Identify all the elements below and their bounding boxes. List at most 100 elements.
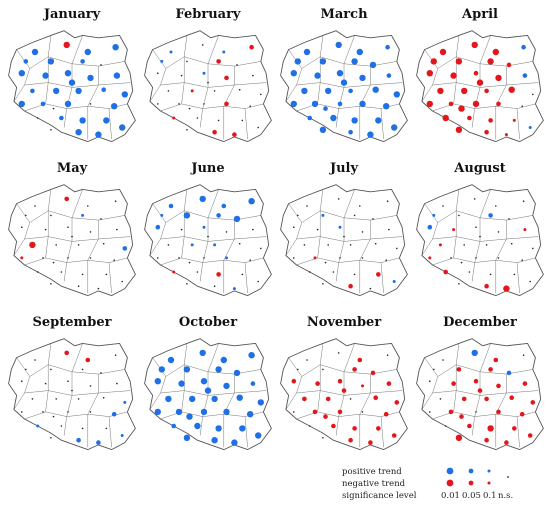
- station-marker-positive: [215, 425, 222, 432]
- station-marker-negative: [484, 129, 489, 135]
- station-marker-positive: [53, 87, 60, 95]
- region-border: [296, 236, 403, 242]
- station-marker-negative: [348, 283, 353, 289]
- station-marker-positive: [294, 58, 301, 65]
- station-marker-ns: [50, 129, 52, 131]
- station-marker-negative: [63, 41, 70, 49]
- station-marker-ns: [50, 437, 52, 439]
- station-marker-ns: [196, 271, 199, 273]
- station-marker-positive: [307, 115, 313, 121]
- station-marker-ns: [81, 273, 84, 276]
- region-border: [343, 215, 397, 221]
- region-border: [108, 262, 112, 294]
- station-marker-positive: [216, 213, 221, 218]
- station-marker-ns: [257, 280, 260, 283]
- station-marker-ns: [485, 244, 488, 246]
- region-border: [516, 262, 520, 294]
- country-outline: [416, 184, 544, 297]
- region-border: [71, 61, 125, 67]
- station-marker-ns: [241, 273, 244, 276]
- station-marker-ns: [386, 200, 389, 202]
- region-border: [320, 343, 355, 373]
- station-marker-ns: [475, 226, 477, 228]
- station-marker-ns: [52, 261, 55, 264]
- station-marker-negative: [527, 433, 533, 438]
- station-marker-positive: [189, 395, 196, 403]
- station-marker-negative: [64, 350, 69, 356]
- station-marker-ns: [522, 200, 525, 202]
- station-marker-negative: [426, 70, 433, 77]
- station-marker-positive: [338, 225, 342, 229]
- station-marker-ns: [460, 261, 463, 264]
- map-panel-november: November: [280, 315, 408, 451]
- map-panel-september: September: [8, 315, 136, 451]
- station-marker-positive: [351, 117, 358, 124]
- station-marker-positive: [359, 74, 366, 82]
- station-marker-positive: [522, 73, 528, 78]
- station-marker-ns: [324, 261, 327, 264]
- region-border: [359, 238, 371, 261]
- legend-positive-005-dot: [468, 468, 474, 474]
- station-marker-positive: [528, 126, 532, 129]
- station-marker-positive: [215, 366, 222, 373]
- station-marker-positive: [81, 213, 85, 217]
- station-marker-positive: [95, 131, 102, 138]
- station-marker-ns: [105, 273, 108, 276]
- station-marker-ns: [252, 228, 254, 231]
- station-marker-ns: [25, 368, 27, 371]
- station-marker-negative: [461, 87, 468, 95]
- station-marker-ns: [439, 398, 442, 400]
- station-marker-negative: [383, 411, 389, 417]
- station-marker-negative: [224, 75, 229, 81]
- region-border: [285, 49, 303, 102]
- station-marker-positive: [75, 129, 82, 136]
- station-marker-negative: [428, 256, 432, 260]
- station-marker-positive: [336, 70, 344, 77]
- station-marker-ns: [450, 257, 452, 259]
- region-border: [421, 203, 439, 256]
- station-marker-ns: [67, 226, 69, 228]
- country-outline: [8, 338, 136, 451]
- station-marker-negative: [224, 101, 229, 107]
- map-panel-march: March: [280, 7, 408, 143]
- legend: positive trend negative trend significan…: [342, 467, 513, 501]
- station-marker-ns: [497, 257, 500, 259]
- station-marker-negative: [29, 241, 36, 249]
- station-marker-positive: [225, 256, 228, 260]
- region-border: [285, 357, 303, 410]
- station-marker-ns: [71, 389, 73, 392]
- station-marker-negative: [373, 395, 379, 401]
- station-marker-negative: [448, 101, 454, 107]
- station-marker-negative: [512, 426, 517, 431]
- station-marker-negative: [455, 126, 463, 133]
- station-marker-positive: [319, 126, 327, 133]
- region-border: [45, 82, 49, 104]
- station-marker-ns: [100, 372, 102, 374]
- station-marker-positive: [101, 87, 106, 92]
- station-marker-positive: [488, 213, 493, 218]
- station-marker-ns: [50, 368, 52, 371]
- legend-negative-01-dot: [487, 481, 491, 485]
- station-marker-negative: [504, 133, 508, 137]
- region-border: [149, 203, 167, 256]
- station-marker-negative: [331, 423, 336, 429]
- station-marker-positive: [18, 70, 25, 77]
- station-marker-positive: [122, 246, 128, 251]
- region-border: [421, 357, 439, 410]
- station-marker-negative: [438, 243, 442, 247]
- station-marker-negative: [302, 396, 307, 402]
- station-marker-negative: [443, 269, 449, 275]
- station-marker-positive: [348, 88, 353, 94]
- station-marker-negative: [386, 381, 392, 386]
- station-marker-positive: [248, 352, 255, 359]
- station-marker-positive: [202, 71, 206, 75]
- region-border: [479, 215, 533, 221]
- station-marker-negative: [361, 384, 364, 388]
- station-marker-positive: [257, 399, 264, 406]
- station-marker-positive: [359, 100, 366, 108]
- station-marker-positive: [169, 50, 173, 54]
- region-border: [199, 416, 203, 436]
- station-marker-positive: [80, 59, 85, 64]
- station-marker-ns: [42, 257, 44, 259]
- station-marker-positive: [168, 203, 174, 209]
